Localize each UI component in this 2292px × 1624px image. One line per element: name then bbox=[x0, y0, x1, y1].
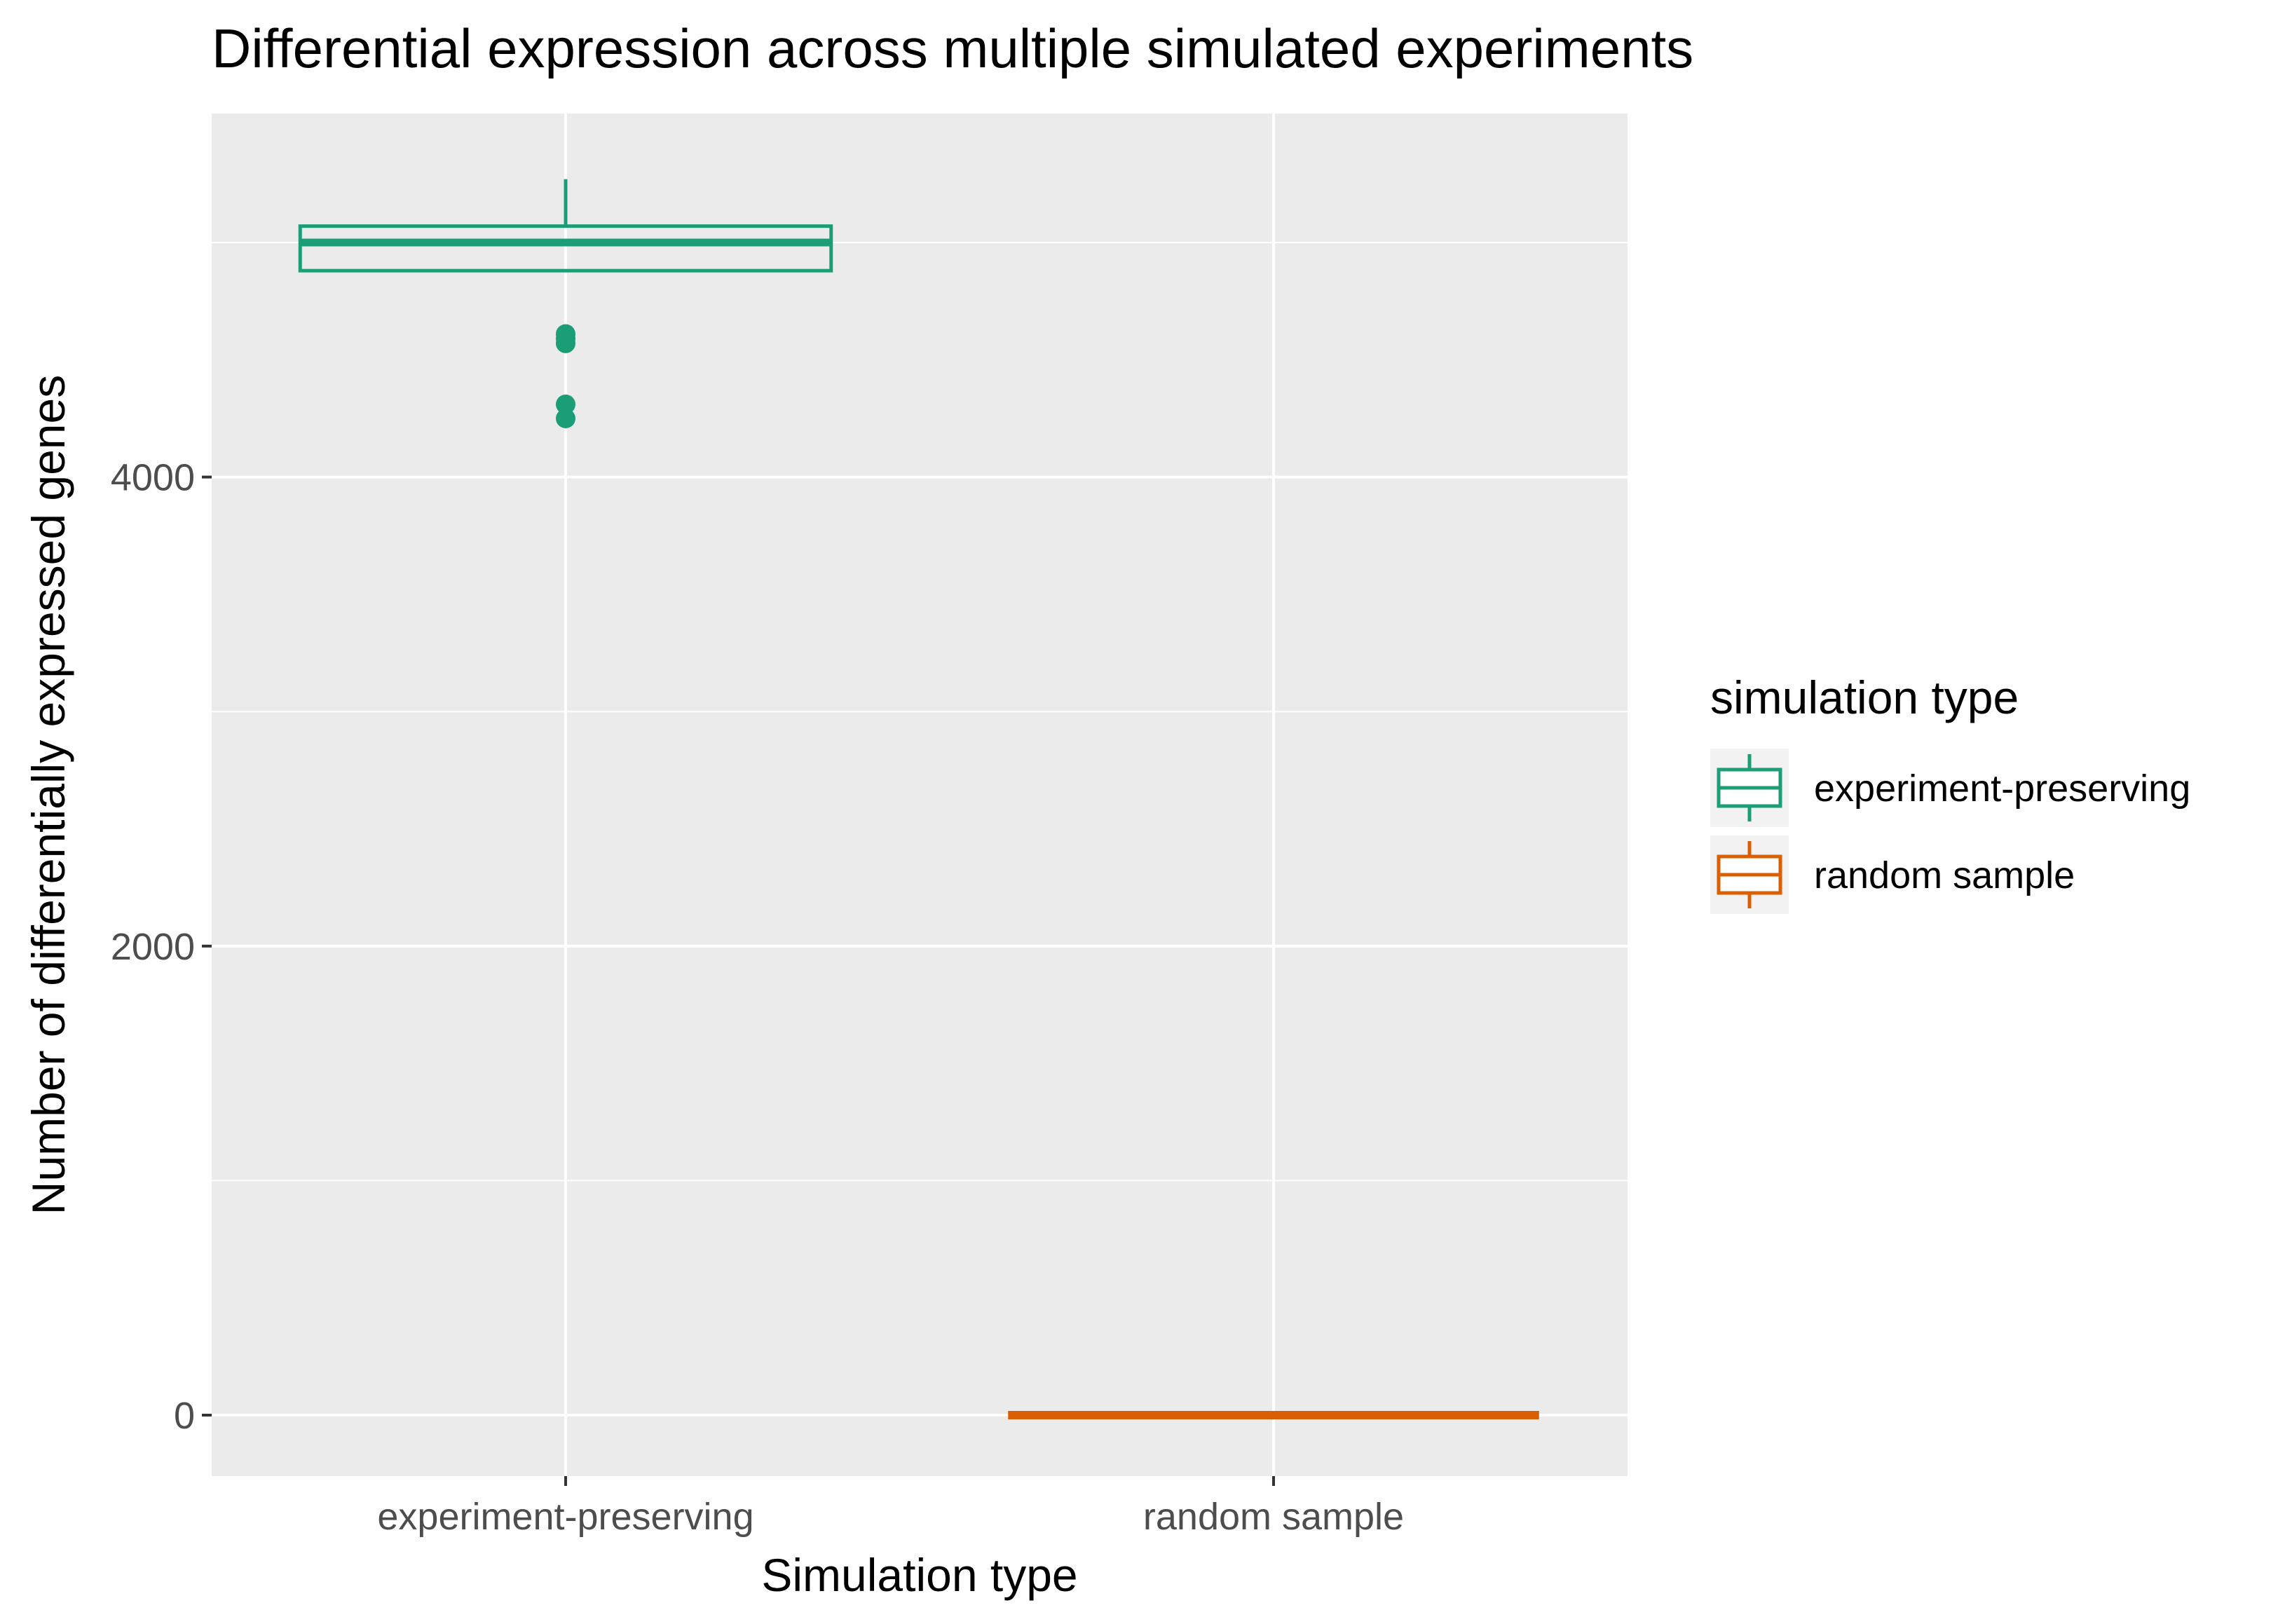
box bbox=[298, 224, 833, 273]
x-axis-title: Simulation type bbox=[761, 1549, 1077, 1601]
y-tick-label: 2000 bbox=[111, 926, 195, 968]
boxplot-experiment-preserving bbox=[298, 179, 833, 428]
legend-title: simulation type bbox=[1710, 671, 2019, 723]
legend-label: random sample bbox=[1814, 854, 2075, 896]
y-tick-label: 4000 bbox=[111, 457, 195, 499]
x-tick-label: experiment-preserving bbox=[377, 1496, 753, 1538]
y-axis: 0 2000 4000 bbox=[111, 457, 212, 1437]
chart-title: Differential expression across multiple … bbox=[212, 18, 1693, 79]
legend-item-experiment-preserving: experiment-preserving bbox=[1710, 749, 2190, 827]
y-tick-label: 0 bbox=[174, 1395, 195, 1437]
legend-item-random-sample: random sample bbox=[1710, 835, 2075, 914]
legend-label: experiment-preserving bbox=[1814, 767, 2190, 810]
outlier-point bbox=[556, 394, 575, 414]
x-axis: experiment-preserving random sample bbox=[377, 1476, 1404, 1538]
y-axis-title: Number of differentially expressed genes bbox=[22, 375, 74, 1215]
legend: simulation type experiment-preserving ran… bbox=[1710, 671, 2190, 914]
chart-marks bbox=[298, 179, 1539, 1420]
outlier-point bbox=[556, 408, 575, 428]
x-tick-label: random sample bbox=[1143, 1496, 1404, 1538]
outlier-point bbox=[556, 333, 575, 353]
plot-panel bbox=[212, 114, 1628, 1476]
